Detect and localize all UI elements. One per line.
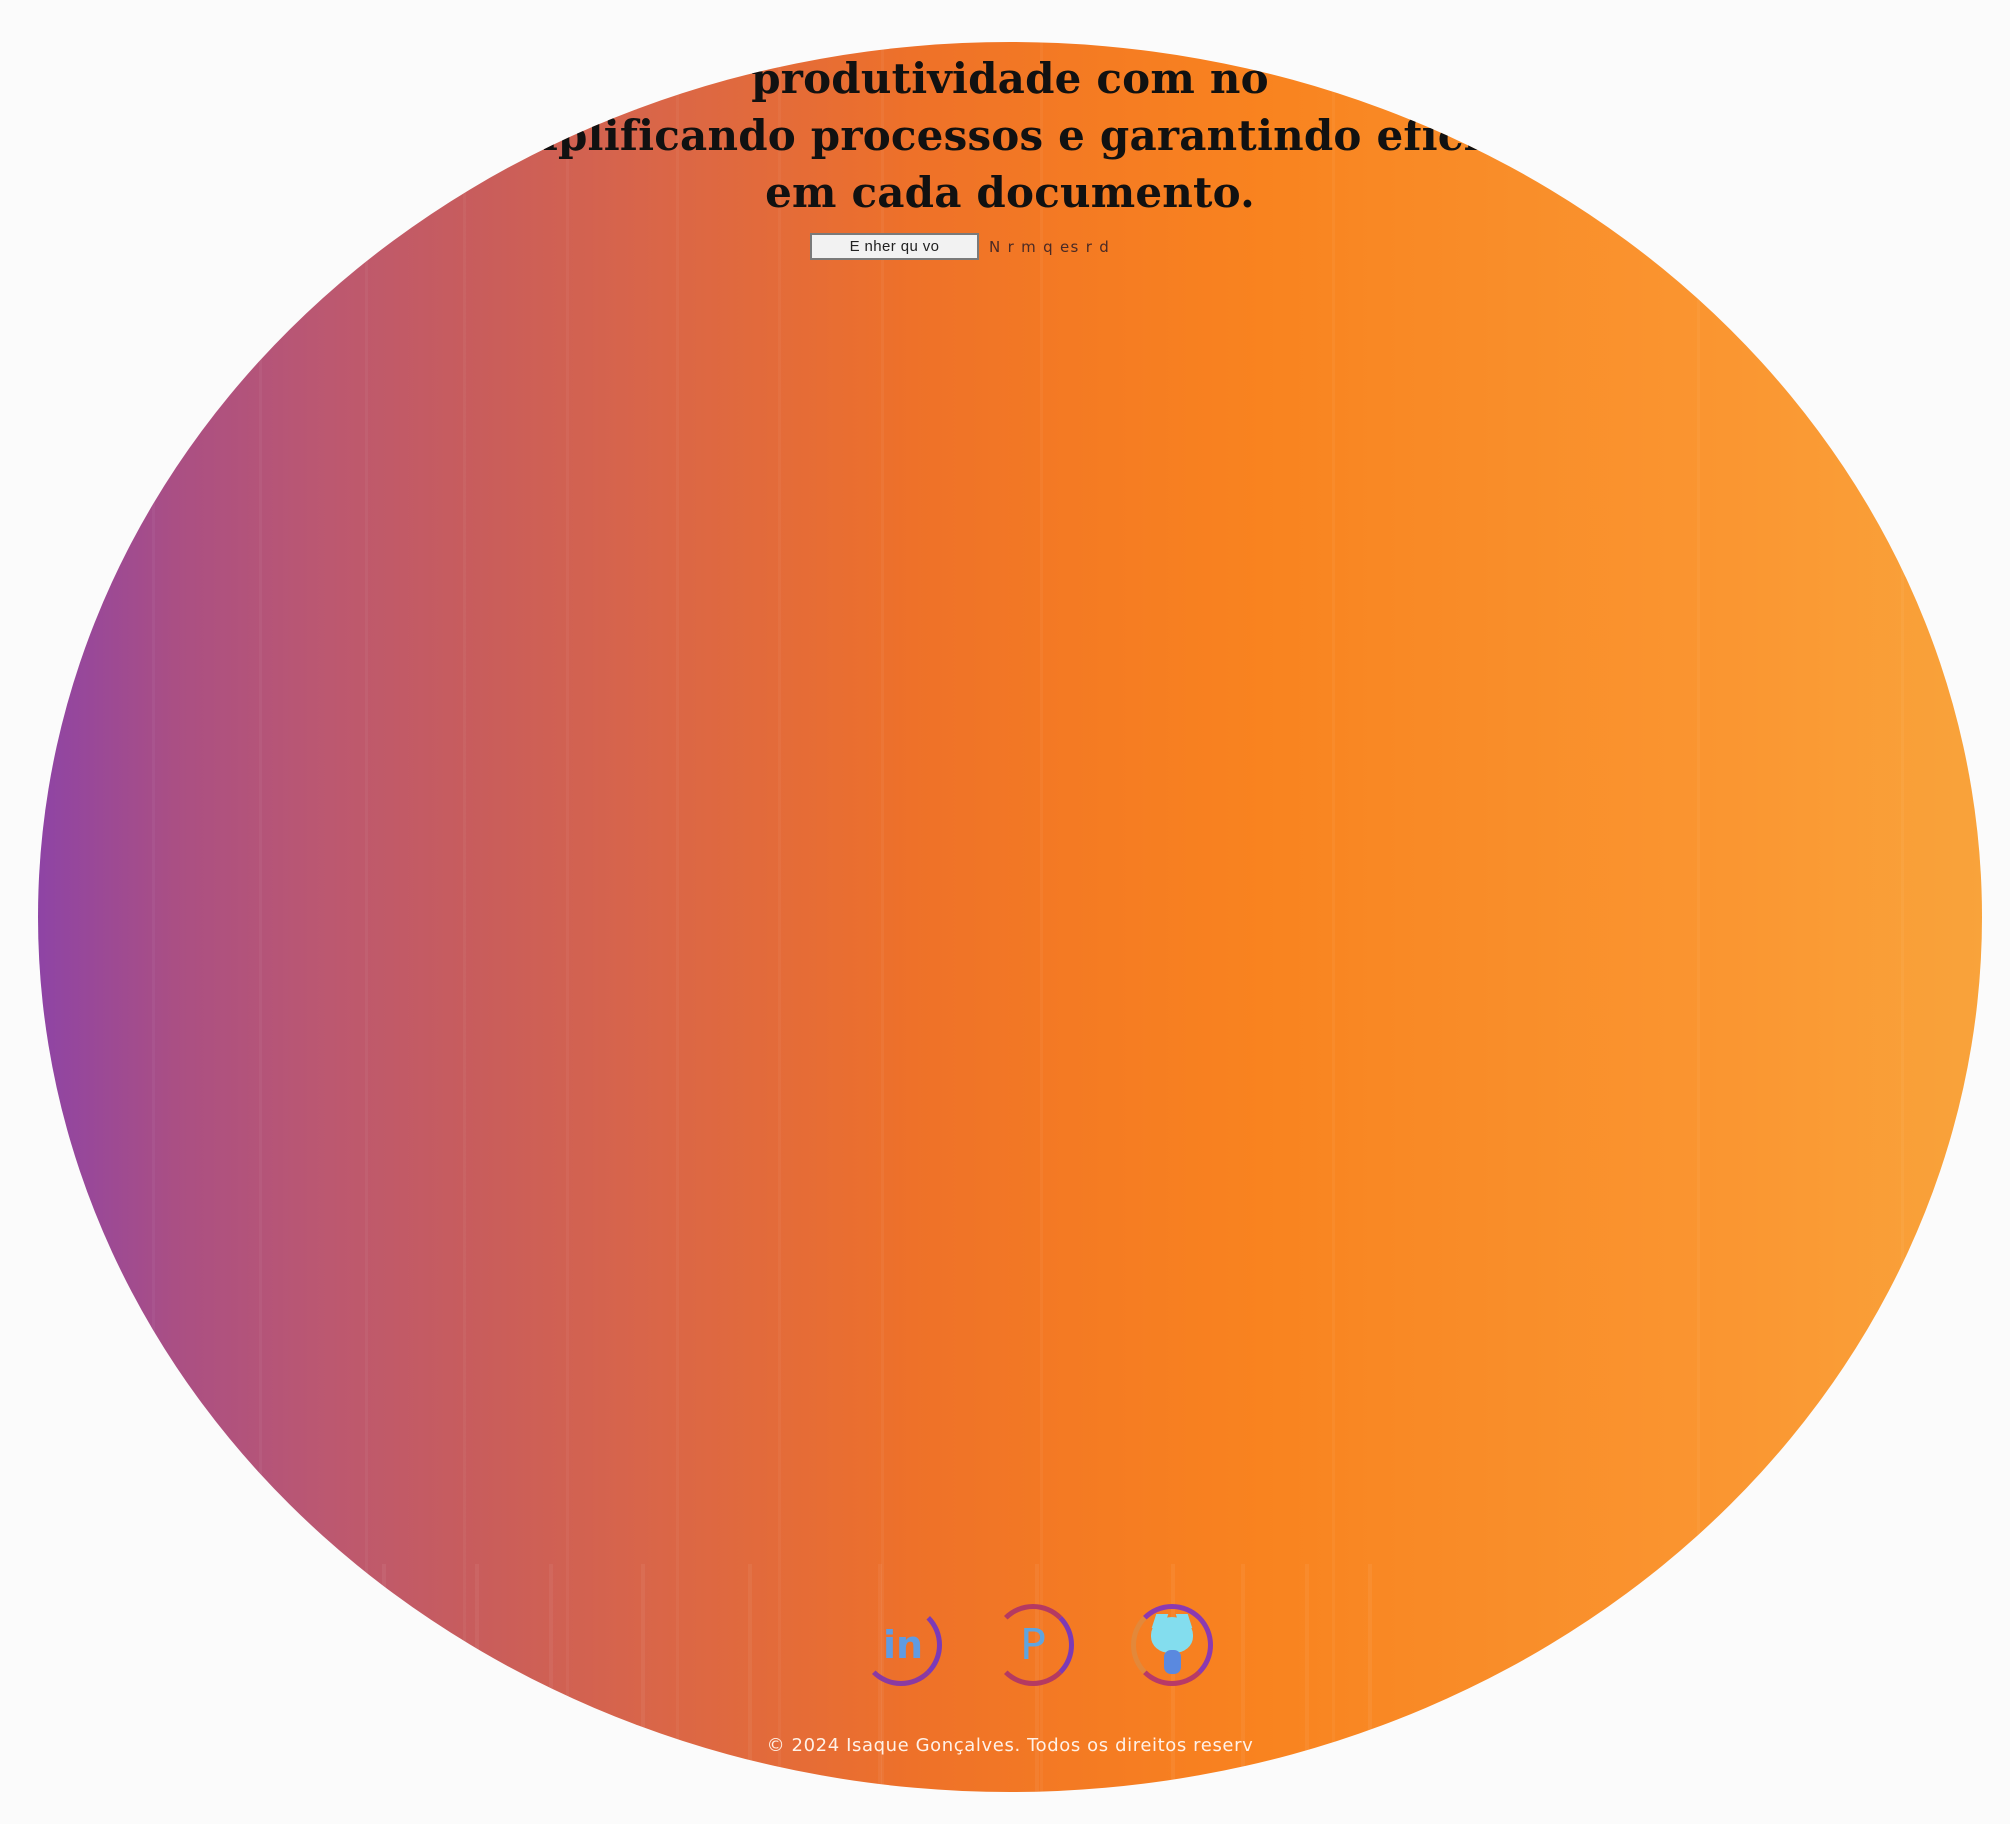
hero-headline-line: produtividade com no — [751, 54, 1269, 103]
social-links: in P — [860, 1604, 1230, 1694]
footer-background-band — [549, 1564, 640, 1792]
pinterest-icon: P — [1020, 1619, 1046, 1670]
background-band — [781, 42, 884, 1792]
linkedin-link[interactable]: in — [860, 1604, 942, 1686]
background-band — [466, 42, 569, 1792]
linkedin-ring — [860, 1604, 942, 1686]
background-band — [1700, 42, 1905, 1792]
hero-headline-line: em cada documento. — [765, 168, 1255, 217]
background-band — [38, 42, 155, 1792]
background-bands — [38, 42, 1982, 1792]
pinterest-link[interactable]: P — [992, 1604, 1074, 1686]
footer-background-band — [747, 1564, 878, 1792]
choose-file-button[interactable]: E nher qu vo — [810, 233, 979, 260]
hero-headline-line: mplificando processos e garantindo efici… — [513, 111, 1507, 160]
background-band — [1043, 42, 1335, 1792]
github-icon-head — [1151, 1617, 1193, 1653]
background-band — [155, 42, 262, 1792]
pinterest-ring — [992, 1604, 1074, 1686]
footer-background-band — [1241, 1564, 1305, 1792]
github-ring — [1131, 1604, 1213, 1686]
gradient-oval-background: produtividade com no mplificando process… — [38, 42, 1982, 1792]
background-band — [884, 42, 1043, 1792]
footer-background-band — [382, 1564, 475, 1792]
background-band — [368, 42, 466, 1792]
file-selection-status: N r m q es r d — [989, 237, 1111, 256]
hero-headline: produtividade com no mplificando process… — [38, 50, 1982, 221]
background-band — [679, 42, 781, 1792]
github-icon-body — [1164, 1650, 1181, 1674]
background-band — [262, 42, 369, 1792]
footer-background-band — [640, 1564, 748, 1792]
github-icon — [1148, 1614, 1196, 1676]
footer-background-band — [1367, 1564, 1982, 1792]
footer-background-band — [1305, 1564, 1367, 1792]
background-band — [1335, 42, 1701, 1792]
footer-background-band — [38, 1564, 382, 1792]
background-band — [569, 42, 680, 1792]
github-link[interactable] — [1131, 1604, 1213, 1686]
file-upload-row: E nher qu vo N r m q es r d — [810, 233, 1110, 260]
footer-background-band — [475, 1564, 549, 1792]
linkedin-icon: in — [882, 1623, 924, 1667]
footer-copyright: © 2024 Isaque Gonçalves. Todos os direit… — [766, 1735, 1254, 1756]
